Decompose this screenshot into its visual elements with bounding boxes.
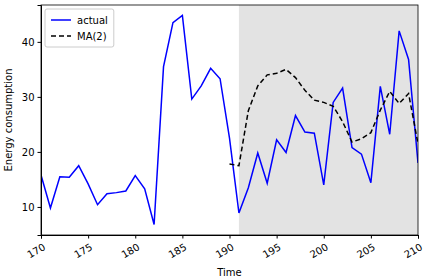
x-tick-mark bbox=[324, 235, 325, 239]
x-tick-label: 175 bbox=[72, 241, 94, 260]
y-tick-label: 40 bbox=[22, 37, 35, 48]
x-tick: 200 bbox=[308, 235, 330, 260]
x-tick: 190 bbox=[214, 235, 236, 260]
legend-label: MA(2) bbox=[77, 31, 107, 42]
x-tick-label: 205 bbox=[355, 241, 377, 260]
legend-swatch bbox=[51, 35, 71, 37]
series-line bbox=[230, 69, 419, 165]
y-tick-label: 10 bbox=[22, 202, 35, 213]
x-tick-mark bbox=[182, 235, 183, 239]
chart: 170 175 180 185 190 195 200 205 210 10 20 30 40 actua… bbox=[0, 0, 424, 280]
legend: actual MA(2) bbox=[45, 9, 114, 47]
y-axis-title: Energy consumption bbox=[3, 69, 14, 172]
x-tick-mark bbox=[230, 235, 231, 239]
y-tick-mark bbox=[38, 42, 42, 43]
x-axis-line bbox=[42, 236, 419, 239]
x-tick: 205 bbox=[355, 235, 377, 260]
x-tick: 180 bbox=[119, 235, 141, 260]
y-axis: 10 20 30 40 bbox=[22, 6, 42, 236]
y-tick: 20 bbox=[22, 147, 41, 158]
legend-label: actual bbox=[77, 15, 108, 26]
x-tick: 195 bbox=[261, 235, 283, 260]
x-tick: 175 bbox=[72, 235, 94, 260]
y-tick: 40 bbox=[22, 37, 41, 48]
y-tick-label: 30 bbox=[22, 92, 35, 103]
y-tick: 30 bbox=[22, 92, 41, 103]
y-tick: 10 bbox=[22, 202, 41, 213]
x-tick: 170 bbox=[25, 235, 47, 260]
x-tick-mark bbox=[418, 235, 419, 239]
x-axis-title: Time bbox=[216, 267, 241, 278]
x-tick-label: 195 bbox=[261, 241, 283, 260]
x-axis: 170 175 180 185 190 195 200 205 210 bbox=[25, 235, 424, 260]
x-tick-label: 170 bbox=[25, 241, 47, 260]
legend-box bbox=[45, 9, 114, 47]
x-tick-mark bbox=[88, 235, 89, 239]
frame bbox=[41, 5, 418, 235]
y-tick-label: 20 bbox=[22, 147, 35, 158]
x-tick: 185 bbox=[167, 235, 189, 260]
x-tick-mark bbox=[277, 235, 278, 239]
plot-area: 170 175 180 185 190 195 200 205 210 10 20 30 40 actua… bbox=[22, 5, 424, 260]
x-tick-label: 210 bbox=[402, 241, 424, 260]
y-tick-mark bbox=[38, 207, 42, 208]
x-tick: 210 bbox=[402, 235, 424, 260]
x-tick-mark bbox=[135, 235, 136, 239]
y-axis-line bbox=[38, 6, 42, 236]
y-tick-mark bbox=[38, 97, 42, 98]
x-tick-label: 190 bbox=[214, 241, 236, 260]
x-tick-mark bbox=[371, 235, 372, 239]
legend-swatch bbox=[51, 19, 71, 21]
x-tick-label: 180 bbox=[119, 241, 141, 260]
y-tick-mark bbox=[38, 152, 42, 153]
x-tick-label: 185 bbox=[167, 241, 189, 260]
marks bbox=[41, 5, 418, 235]
x-tick-label: 200 bbox=[308, 241, 330, 260]
